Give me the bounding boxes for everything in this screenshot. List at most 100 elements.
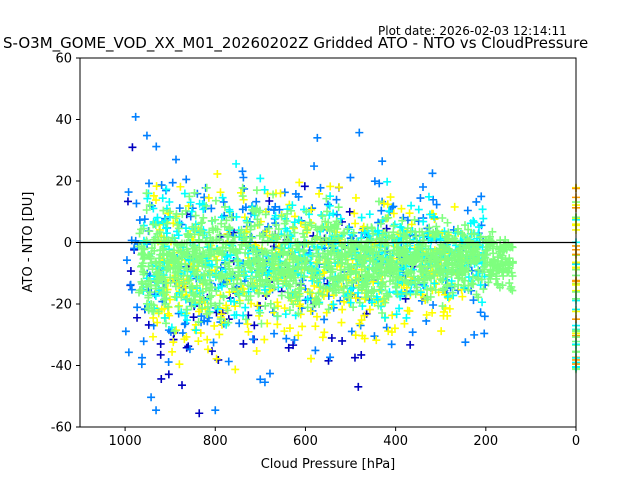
data-point — [174, 231, 183, 240]
data-point — [211, 196, 220, 205]
data-point — [190, 226, 199, 235]
data-point — [173, 220, 182, 229]
data-point — [182, 175, 191, 184]
data-point — [430, 232, 439, 241]
data-point — [207, 204, 216, 213]
data-point — [326, 273, 335, 282]
data-point — [412, 283, 421, 292]
data-point — [171, 214, 180, 223]
data-point — [207, 347, 216, 356]
data-point — [377, 206, 386, 215]
data-point — [438, 302, 447, 311]
data-point — [260, 378, 269, 387]
data-point — [180, 248, 189, 257]
data-point — [208, 224, 217, 233]
data-point — [311, 223, 320, 232]
data-point — [308, 204, 317, 213]
data-point — [215, 299, 224, 308]
data-point — [454, 255, 463, 264]
data-point — [174, 224, 183, 233]
data-point — [216, 263, 225, 272]
data-point — [152, 142, 161, 151]
data-point — [164, 358, 173, 367]
data-point — [199, 296, 208, 305]
data-point — [274, 265, 283, 274]
data-point — [227, 239, 236, 248]
data-point — [153, 318, 162, 327]
data-point — [344, 263, 353, 272]
data-point — [224, 318, 233, 327]
data-point — [137, 261, 146, 270]
y-tick-label: -60 — [51, 421, 72, 436]
data-point — [376, 219, 385, 228]
data-point — [443, 293, 452, 302]
data-point — [266, 281, 275, 290]
data-point — [308, 240, 317, 249]
data-point — [478, 205, 487, 214]
data-point — [379, 254, 388, 263]
data-point — [316, 282, 325, 291]
data-point — [136, 286, 145, 295]
data-point — [379, 199, 388, 208]
data-point — [241, 248, 250, 257]
data-point — [383, 255, 392, 264]
data-point — [443, 311, 452, 320]
x-tick-label: 400 — [383, 434, 408, 449]
data-point — [171, 282, 180, 291]
y-tick-label: -40 — [51, 359, 72, 374]
data-point — [412, 256, 421, 265]
data-point — [162, 294, 171, 303]
data-point — [182, 332, 191, 341]
data-point — [384, 213, 393, 222]
data-point — [470, 230, 479, 239]
data-point — [189, 313, 198, 322]
data-point — [250, 321, 259, 330]
data-point — [159, 233, 168, 242]
x-tick-label: 200 — [473, 434, 498, 449]
data-point — [387, 340, 396, 349]
data-point — [462, 243, 471, 252]
data-point — [308, 251, 317, 260]
data-point — [318, 333, 327, 342]
data-point — [307, 205, 316, 214]
data-point — [151, 284, 160, 293]
data-point — [447, 267, 456, 276]
data-point — [369, 229, 378, 238]
data-point — [255, 231, 264, 240]
data-point — [454, 227, 463, 236]
data-point — [364, 287, 373, 296]
data-point — [292, 279, 301, 288]
data-point — [352, 267, 361, 276]
data-point — [273, 302, 282, 311]
data-point — [157, 374, 166, 383]
data-point — [328, 241, 337, 250]
data-point — [164, 370, 173, 379]
data-point — [445, 304, 454, 313]
data-point — [264, 224, 273, 233]
data-point — [230, 311, 239, 320]
data-point — [127, 285, 136, 294]
data-point — [249, 247, 258, 256]
data-point — [177, 253, 186, 262]
data-point — [176, 182, 185, 191]
data-point — [343, 225, 352, 234]
data-point — [124, 348, 133, 357]
data-point — [273, 311, 282, 320]
data-point — [437, 327, 446, 336]
data-point — [189, 295, 198, 304]
data-point — [377, 286, 386, 295]
data-point — [275, 205, 284, 214]
data-point — [418, 265, 427, 274]
data-point — [172, 155, 181, 164]
data-point — [464, 281, 473, 290]
data-point — [242, 315, 251, 324]
data-point — [402, 267, 411, 276]
data-point — [342, 275, 351, 284]
data-point — [394, 274, 403, 283]
data-point — [407, 268, 416, 277]
data-point — [430, 279, 439, 288]
data-point — [286, 294, 295, 303]
data-point — [380, 246, 389, 255]
data-point — [393, 290, 402, 299]
data-point — [261, 210, 270, 219]
